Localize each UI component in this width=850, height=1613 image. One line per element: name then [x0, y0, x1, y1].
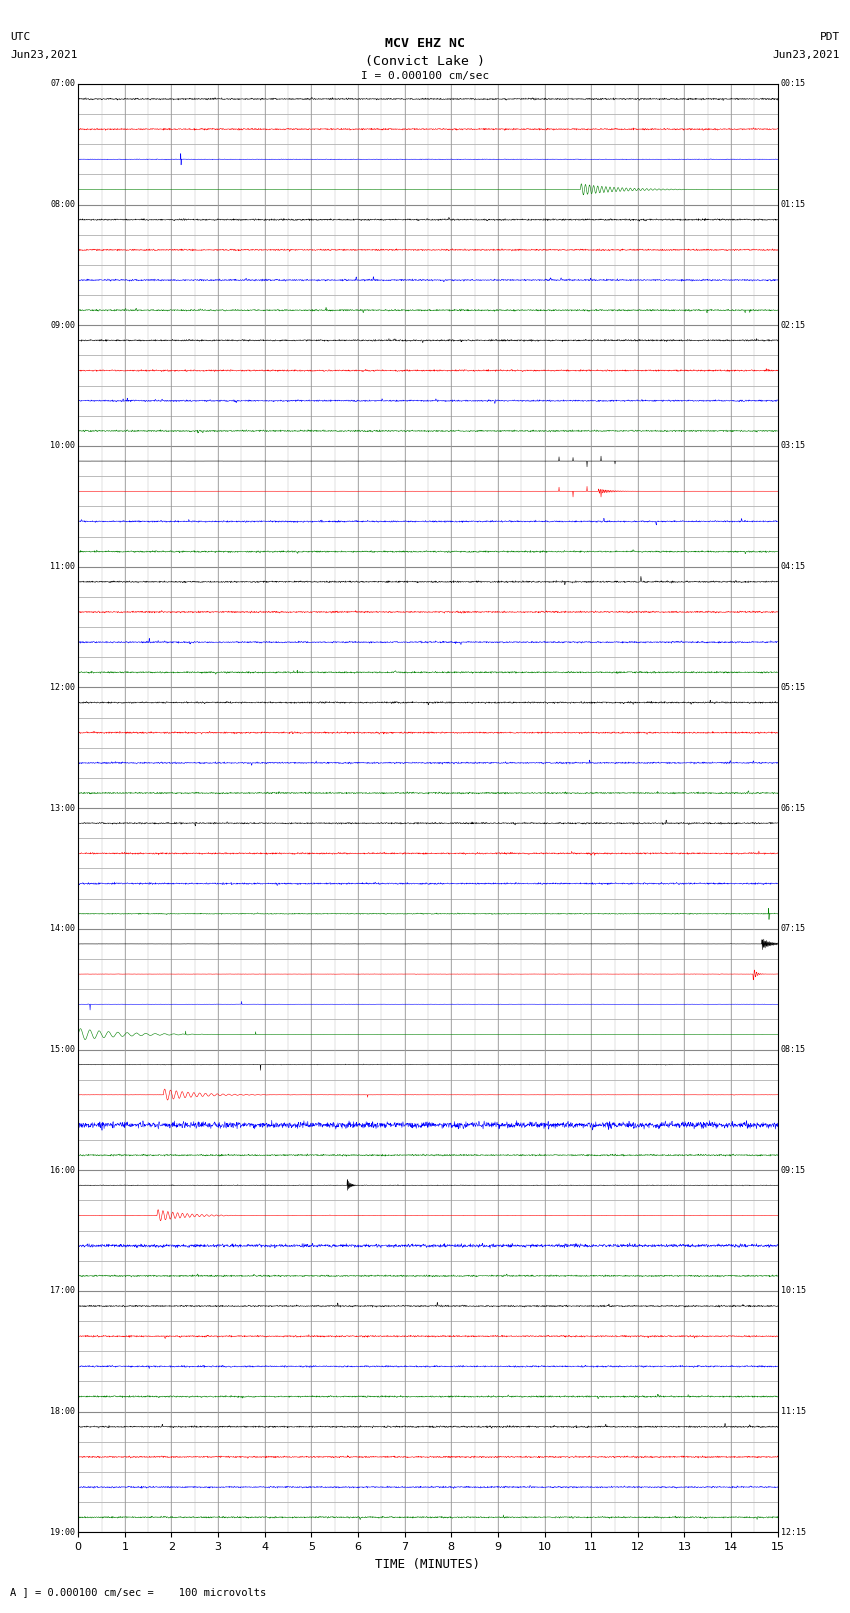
Text: UTC: UTC	[10, 32, 31, 42]
X-axis label: TIME (MINUTES): TIME (MINUTES)	[376, 1558, 480, 1571]
Text: A ] = 0.000100 cm/sec =    100 microvolts: A ] = 0.000100 cm/sec = 100 microvolts	[10, 1587, 266, 1597]
Text: Jun23,2021: Jun23,2021	[773, 50, 840, 60]
Text: MCV EHZ NC: MCV EHZ NC	[385, 37, 465, 50]
Text: Jun23,2021: Jun23,2021	[10, 50, 77, 60]
Text: PDT: PDT	[819, 32, 840, 42]
Text: I = 0.000100 cm/sec: I = 0.000100 cm/sec	[361, 71, 489, 81]
Text: (Convict Lake ): (Convict Lake )	[365, 55, 485, 68]
